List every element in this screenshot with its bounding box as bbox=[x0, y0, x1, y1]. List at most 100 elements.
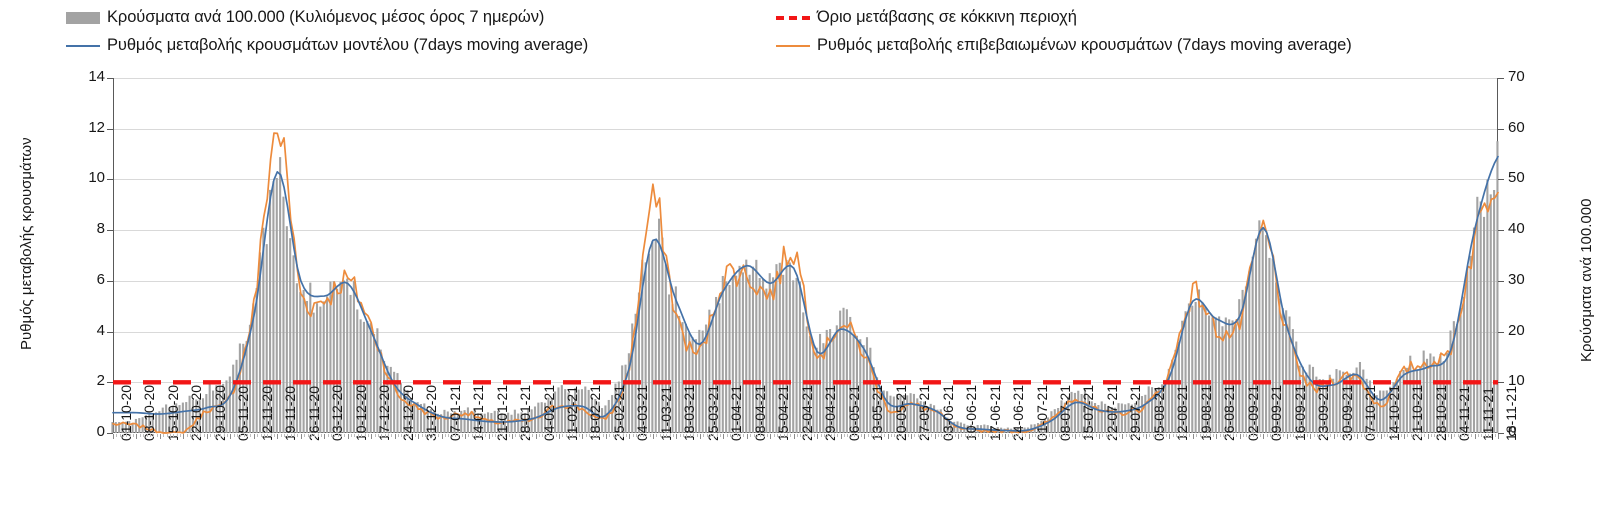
bar bbox=[1395, 379, 1398, 433]
x-tick-minor bbox=[1125, 434, 1127, 437]
bar bbox=[872, 367, 875, 433]
x-tick-minor bbox=[1444, 434, 1446, 437]
x-tick-mark bbox=[535, 434, 537, 439]
bar bbox=[1238, 299, 1241, 433]
bar bbox=[912, 393, 915, 433]
x-tick-minor bbox=[1018, 434, 1020, 437]
x-tick-minor bbox=[1045, 434, 1047, 437]
bar bbox=[366, 321, 369, 433]
x-tick-minor bbox=[1112, 434, 1114, 437]
bar bbox=[450, 413, 453, 433]
x-tick-minor bbox=[1166, 434, 1167, 437]
x-tick-mark bbox=[230, 434, 232, 439]
gridline bbox=[113, 78, 1498, 79]
x-tick-minor bbox=[384, 434, 386, 437]
bar bbox=[634, 313, 637, 433]
x-tick-mark bbox=[1286, 434, 1288, 439]
x-tick-minor bbox=[948, 434, 950, 437]
x-tick-minor bbox=[1447, 434, 1449, 437]
bar bbox=[171, 406, 174, 433]
bars-series bbox=[111, 141, 1499, 434]
bar bbox=[403, 388, 406, 433]
x-tick-minor bbox=[870, 434, 872, 437]
bar bbox=[1442, 360, 1445, 433]
x-tick-minor bbox=[495, 434, 497, 437]
gridline bbox=[113, 280, 1498, 282]
x-tick-mark bbox=[559, 434, 561, 439]
bar bbox=[1228, 319, 1231, 433]
bar bbox=[1409, 355, 1412, 433]
bar bbox=[215, 385, 218, 433]
x-tick-mark bbox=[864, 434, 866, 439]
bar bbox=[1043, 419, 1046, 433]
x-tick-minor bbox=[237, 434, 239, 437]
bar bbox=[832, 338, 835, 433]
x-tick-mark bbox=[1145, 434, 1147, 439]
x-tick-mark bbox=[723, 434, 725, 439]
x-tick-minor bbox=[341, 434, 343, 437]
bar bbox=[352, 280, 355, 433]
x-tick-minor bbox=[243, 434, 245, 437]
y-tick-mark-right bbox=[1498, 128, 1504, 130]
x-tick-mark bbox=[277, 434, 279, 439]
x-tick-minor bbox=[213, 434, 215, 437]
bar bbox=[1493, 190, 1496, 433]
x-tick-minor bbox=[1440, 434, 1442, 437]
bar bbox=[641, 259, 644, 433]
bar bbox=[1311, 366, 1315, 433]
x-tick-minor bbox=[1414, 434, 1416, 437]
x-tick-minor bbox=[448, 434, 450, 437]
bar bbox=[1425, 358, 1429, 433]
x-tick-minor bbox=[1373, 434, 1375, 437]
x-tick-minor bbox=[304, 434, 306, 437]
x-tick-minor bbox=[860, 434, 862, 437]
x-tick-minor bbox=[844, 434, 846, 437]
bar bbox=[1161, 384, 1164, 433]
bar bbox=[611, 395, 614, 433]
bar bbox=[258, 252, 262, 433]
bar bbox=[1486, 179, 1489, 433]
x-tick-minor bbox=[901, 434, 903, 437]
x-tick-minor bbox=[1062, 434, 1064, 437]
y-tick-mark-left bbox=[107, 280, 113, 282]
bar bbox=[1479, 201, 1482, 433]
x-tick-minor bbox=[766, 434, 768, 437]
bar bbox=[916, 398, 919, 433]
x-tick-mark bbox=[981, 434, 983, 439]
x-tick-minor bbox=[1347, 434, 1349, 437]
x-tick-minor bbox=[1058, 434, 1060, 437]
bar bbox=[1231, 320, 1234, 433]
x-tick-minor bbox=[247, 434, 249, 437]
bar bbox=[1489, 194, 1492, 433]
bar bbox=[423, 403, 426, 433]
x-tick-mark bbox=[1498, 434, 1499, 439]
x-tick-minor bbox=[1041, 434, 1043, 437]
bar bbox=[1060, 400, 1063, 433]
x-tick-minor bbox=[542, 434, 544, 437]
x-tick-minor bbox=[431, 434, 433, 437]
x-tick-minor bbox=[478, 434, 480, 437]
bar bbox=[1117, 403, 1120, 433]
x-tick-minor bbox=[1065, 434, 1067, 437]
bar bbox=[1352, 372, 1355, 433]
x-tick-minor bbox=[153, 434, 155, 437]
bar bbox=[929, 403, 932, 433]
y-tick-mark-right bbox=[1498, 280, 1504, 282]
bar bbox=[305, 301, 308, 433]
bar bbox=[1496, 141, 1499, 434]
x-tick-minor bbox=[1430, 434, 1432, 437]
y-tick-mark-right bbox=[1498, 78, 1504, 79]
bar bbox=[359, 319, 362, 433]
x-tick-minor bbox=[176, 434, 178, 437]
x-axis-line bbox=[113, 432, 1498, 433]
x-tick-minor bbox=[434, 434, 436, 437]
bar bbox=[1191, 305, 1194, 433]
bar bbox=[721, 275, 724, 433]
bar bbox=[842, 307, 845, 433]
bar bbox=[1073, 392, 1076, 433]
x-tick-minor bbox=[1068, 434, 1070, 437]
bar bbox=[547, 397, 550, 433]
bar bbox=[691, 337, 694, 433]
bar bbox=[1482, 216, 1486, 433]
bar bbox=[295, 283, 298, 433]
